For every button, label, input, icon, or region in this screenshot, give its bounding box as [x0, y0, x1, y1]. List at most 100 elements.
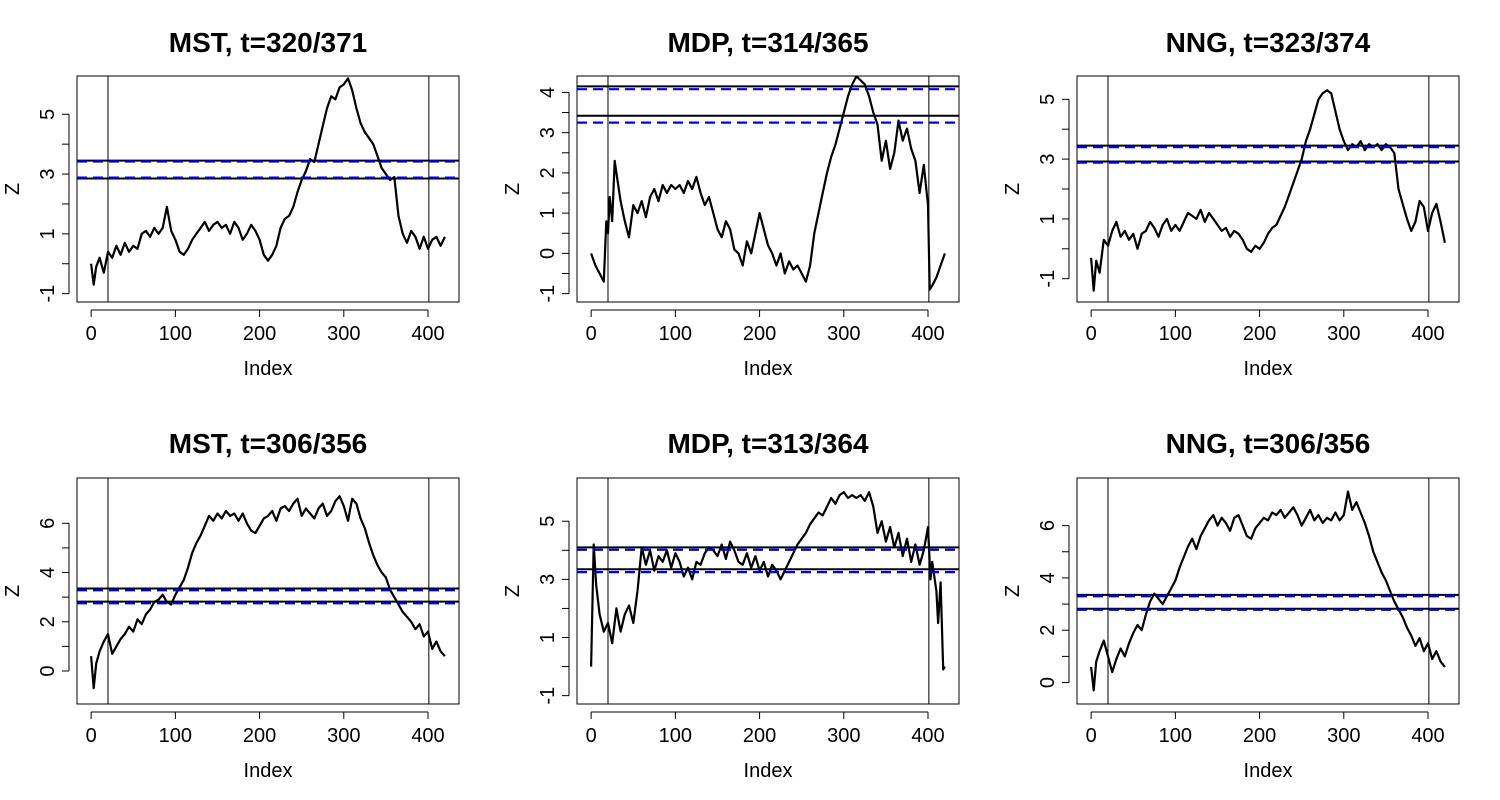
panel-4: MST, t=306/356 0 100 200 300 400 Index 0 2 4 6 Z — [2, 428, 460, 782]
x-tick-label: 100 — [1159, 725, 1192, 747]
y-tick-label: 0 — [537, 248, 559, 259]
x-tick-label: 200 — [743, 725, 776, 747]
series-line — [590, 491, 946, 671]
x-tick-label: 100 — [159, 323, 192, 345]
y-tick-label: -1 — [537, 285, 559, 303]
x-tick-label: 0 — [586, 725, 597, 747]
x-tick-label: 200 — [743, 323, 776, 345]
y-axis-label: Z — [2, 585, 24, 597]
y-tick-label: -1 — [537, 687, 559, 705]
plot-frame — [1076, 75, 1460, 303]
x-tick-label: 0 — [586, 323, 597, 345]
y-tick-label: 3 — [37, 168, 59, 179]
x-tick-label: 400 — [411, 725, 444, 747]
panel-2: MDP, t=314/365 0 100 200 300 400 Index -1 0 1 2 3 4 Z — [502, 27, 960, 380]
plot-area — [577, 478, 959, 704]
x-tick-label: 200 — [1243, 725, 1276, 747]
x-tick-label: 300 — [1327, 725, 1360, 747]
x-axis-label: Index — [244, 358, 293, 380]
chart-title: NNG, t=323/374 — [1166, 27, 1371, 58]
y-tick-label: 3 — [537, 574, 559, 585]
x-axis: 0 100 200 300 400 Index — [586, 711, 945, 782]
x-tick-label: 300 — [827, 323, 860, 345]
chart-title: MDP, t=314/365 — [667, 27, 868, 58]
y-axis: -1 0 1 2 3 4 Z — [502, 87, 570, 303]
y-axis-label: Z — [502, 183, 524, 195]
y-axis-label: Z — [2, 183, 24, 195]
x-tick-label: 400 — [411, 323, 444, 345]
x-tick-label: 200 — [1243, 323, 1276, 345]
y-tick-label: 1 — [37, 228, 59, 239]
x-tick-label: 300 — [827, 725, 860, 747]
x-tick-label: 300 — [327, 725, 360, 747]
y-axis: 0 2 4 6 Z — [2, 518, 70, 677]
y-tick-label: 2 — [37, 616, 59, 627]
y-tick-label: 1 — [1037, 213, 1059, 224]
plot-area — [1077, 478, 1459, 704]
y-tick-label: 6 — [1037, 520, 1059, 531]
x-tick-label: 100 — [1159, 323, 1192, 345]
x-axis-label: Index — [244, 760, 293, 782]
chart-title: NNG, t=306/356 — [1166, 428, 1371, 459]
x-axis: 0 100 200 300 400 Index — [1086, 309, 1445, 380]
x-tick-label: 400 — [1411, 725, 1444, 747]
plot-area — [77, 76, 459, 302]
y-tick-label: 2 — [537, 167, 559, 178]
plot-area — [1077, 76, 1459, 302]
x-tick-label: 100 — [659, 323, 692, 345]
x-tick-label: 0 — [86, 725, 97, 747]
x-tick-label: 100 — [659, 725, 692, 747]
series-line — [1090, 490, 1446, 692]
x-tick-label: 400 — [1411, 323, 1444, 345]
y-tick-label: 3 — [1037, 154, 1059, 165]
y-tick-label: 5 — [537, 516, 559, 527]
series-line — [590, 76, 946, 291]
y-tick-label: 6 — [37, 518, 59, 529]
x-tick-label: 300 — [327, 323, 360, 345]
y-tick-label: 4 — [37, 567, 59, 578]
y-tick-label: -1 — [1037, 270, 1059, 288]
y-axis-label: Z — [1002, 183, 1024, 195]
y-tick-label: 1 — [537, 632, 559, 643]
plot-frame — [576, 477, 960, 705]
plot-area — [77, 478, 459, 704]
x-axis-label: Index — [1244, 358, 1293, 380]
series-line — [90, 495, 446, 690]
y-tick-label: 1 — [537, 208, 559, 219]
y-axis: -1 1 3 5 Z — [2, 109, 70, 303]
x-tick-label: 100 — [159, 725, 192, 747]
x-tick-label: 0 — [86, 323, 97, 345]
x-axis-label: Index — [744, 358, 793, 380]
chart-title: MST, t=320/371 — [169, 27, 367, 58]
x-tick-label: 200 — [243, 323, 276, 345]
panel-6: NNG, t=306/356 0 100 200 300 400 Index 0 2 4 6 Z — [1002, 428, 1460, 782]
y-tick-label: 0 — [37, 665, 59, 676]
y-tick-label: 5 — [37, 109, 59, 120]
y-axis-label: Z — [502, 585, 524, 597]
plot-frame — [1076, 477, 1460, 705]
panel-3: NNG, t=323/374 0 100 200 300 400 Index -1 1 3 5 Z — [1002, 27, 1460, 380]
y-tick-label: 3 — [537, 127, 559, 138]
x-axis: 0 100 200 300 400 Index — [86, 309, 445, 380]
x-tick-label: 0 — [1086, 725, 1097, 747]
chart-title: MDP, t=313/364 — [667, 428, 868, 459]
y-tick-label: -1 — [37, 285, 59, 303]
x-tick-label: 0 — [1086, 323, 1097, 345]
x-tick-label: 200 — [243, 725, 276, 747]
y-tick-label: 2 — [1037, 625, 1059, 636]
chart-title: MST, t=306/356 — [169, 428, 367, 459]
x-tick-label: 300 — [1327, 323, 1360, 345]
x-axis: 0 100 200 300 400 Index — [1086, 711, 1445, 782]
y-tick-label: 4 — [1037, 572, 1059, 583]
x-tick-label: 400 — [911, 725, 944, 747]
y-axis: 0 2 4 6 Z — [1002, 520, 1070, 688]
plot-frame — [76, 75, 460, 303]
y-axis: -1 1 3 5 Z — [1002, 94, 1070, 288]
y-tick-label: 5 — [1037, 94, 1059, 105]
plot-frame — [576, 75, 960, 303]
y-axis: -1 1 3 5 Z — [502, 516, 570, 705]
x-axis: 0 100 200 300 400 Index — [586, 309, 945, 380]
y-tick-label: 0 — [1037, 677, 1059, 688]
x-axis-label: Index — [744, 760, 793, 782]
